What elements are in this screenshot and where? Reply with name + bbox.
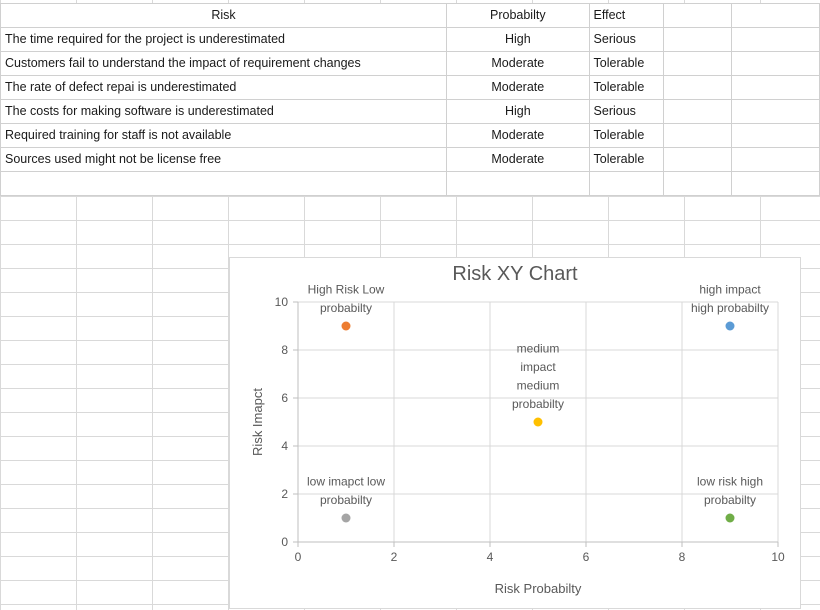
effect-cell[interactable]: Tolerable xyxy=(588,123,664,148)
empty-cell[interactable] xyxy=(730,27,820,52)
empty-cell[interactable] xyxy=(588,171,664,196)
empty-cell[interactable] xyxy=(662,99,732,124)
empty-cell[interactable] xyxy=(662,27,732,52)
table-row: The rate of defect repai is underestimat… xyxy=(0,75,820,100)
empty-cell[interactable] xyxy=(730,147,820,172)
point-label: medium xyxy=(517,342,560,356)
x-tick-label: 0 xyxy=(295,550,302,564)
x-tick-label: 10 xyxy=(771,550,785,564)
point-label: medium xyxy=(517,379,560,393)
point-label: low imapct low xyxy=(307,475,385,489)
table-row: The time required for the project is und… xyxy=(0,27,820,52)
empty-cell[interactable] xyxy=(662,75,732,100)
effect-cell[interactable]: Serious xyxy=(588,27,664,52)
empty-cell[interactable] xyxy=(730,51,820,76)
effect-cell[interactable]: Tolerable xyxy=(588,75,664,100)
header-effect[interactable]: Effect xyxy=(588,3,664,28)
x-axis-title: Risk Probabilty xyxy=(495,581,582,596)
data-point xyxy=(725,513,735,523)
effect-cell[interactable]: Serious xyxy=(588,99,664,124)
y-axis-title: Risk Imapct xyxy=(250,388,265,456)
probability-cell[interactable]: Moderate xyxy=(446,75,590,100)
blank-row xyxy=(0,171,820,196)
probability-cell[interactable]: Moderate xyxy=(446,123,590,148)
risk-cell[interactable]: The costs for making software is underes… xyxy=(0,99,448,124)
empty-cell[interactable] xyxy=(730,75,820,100)
table-header-row: Risk Probabilty Effect xyxy=(0,3,820,28)
point-label: High Risk Low xyxy=(308,283,385,297)
risk-cell[interactable]: Sources used might not be license free xyxy=(0,147,448,172)
empty-cell[interactable] xyxy=(662,171,732,196)
y-tick-label: 10 xyxy=(275,295,289,309)
risk-cell[interactable]: The rate of defect repai is underestimat… xyxy=(0,75,448,100)
empty-cell[interactable] xyxy=(0,171,448,196)
effect-cell[interactable]: Tolerable xyxy=(588,147,664,172)
table-row: Sources used might not be license free Mo… xyxy=(0,147,820,172)
data-point xyxy=(725,321,735,331)
point-label: probabilty xyxy=(320,493,372,507)
table-row: Required training for staff is not avail… xyxy=(0,123,820,148)
x-tick-label: 2 xyxy=(391,550,398,564)
risk-cell[interactable]: Required training for staff is not avail… xyxy=(0,123,448,148)
risk-table: Risk Probabilty Effect The time required… xyxy=(0,3,820,196)
risk-cell[interactable]: Customers fail to understand the impact … xyxy=(0,51,448,76)
empty-cell[interactable] xyxy=(730,99,820,124)
x-tick-label: 8 xyxy=(679,550,686,564)
header-risk[interactable]: Risk xyxy=(0,3,448,28)
header-probability[interactable]: Probabilty xyxy=(446,3,590,28)
data-point xyxy=(341,513,351,523)
data-point xyxy=(533,417,543,427)
table-row: The costs for making software is underes… xyxy=(0,99,820,124)
y-tick-label: 0 xyxy=(281,535,288,549)
table-row: Customers fail to understand the impact … xyxy=(0,51,820,76)
risk-xy-chart[interactable]: 0 2 4 6 8 10 0 2 4 6 8 10 Risk XY Chart Risk Probabil… xyxy=(229,257,801,609)
risk-cell[interactable]: The time required for the project is und… xyxy=(0,27,448,52)
point-label: low risk high xyxy=(697,475,763,489)
y-tick-label: 2 xyxy=(281,487,288,501)
point-label: probabilty xyxy=(704,493,756,507)
x-tick-label: 6 xyxy=(583,550,590,564)
point-label: probabilty xyxy=(512,397,564,411)
empty-cell[interactable] xyxy=(662,123,732,148)
probability-cell[interactable]: High xyxy=(446,99,590,124)
probability-cell[interactable]: Moderate xyxy=(446,51,590,76)
probability-cell[interactable]: High xyxy=(446,27,590,52)
y-tick-label: 8 xyxy=(281,343,288,357)
point-label: probabilty xyxy=(320,301,372,315)
x-tick-label: 4 xyxy=(487,550,494,564)
empty-cell[interactable] xyxy=(446,171,590,196)
point-label: high probabilty xyxy=(691,301,769,315)
data-point xyxy=(341,321,351,331)
empty-cell[interactable] xyxy=(730,123,820,148)
empty-cell[interactable] xyxy=(662,147,732,172)
y-tick-label: 6 xyxy=(281,391,288,405)
empty-cell[interactable] xyxy=(730,3,820,28)
chart-title: Risk XY Chart xyxy=(452,263,578,285)
point-label: high impact xyxy=(699,283,761,297)
effect-cell[interactable]: Tolerable xyxy=(588,51,664,76)
chart-svg: 0 2 4 6 8 10 0 2 4 6 8 10 Risk XY Chart Risk Probabil… xyxy=(250,263,785,596)
empty-cell[interactable] xyxy=(662,51,732,76)
empty-cell[interactable] xyxy=(662,3,732,28)
empty-cell[interactable] xyxy=(730,171,820,196)
probability-cell[interactable]: Moderate xyxy=(446,147,590,172)
point-label: impact xyxy=(520,360,556,374)
y-tick-label: 4 xyxy=(281,439,288,453)
